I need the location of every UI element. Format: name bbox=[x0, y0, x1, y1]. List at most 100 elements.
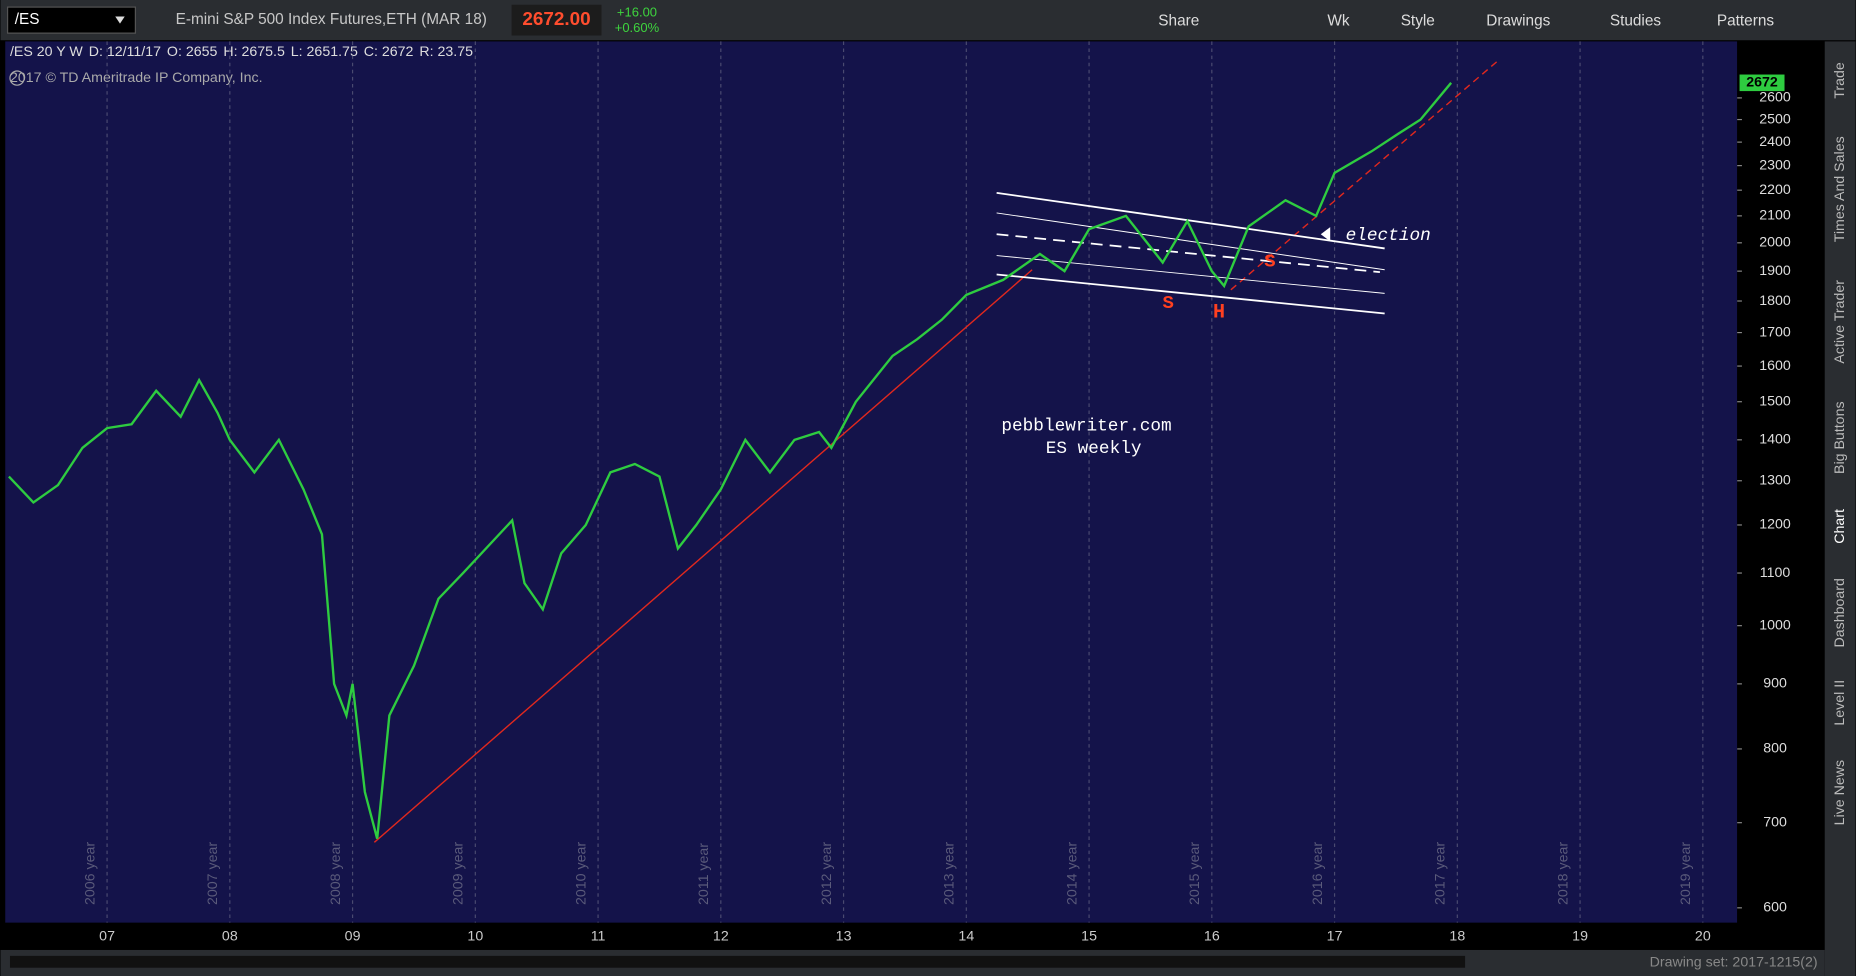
price: 2672.00 bbox=[522, 9, 590, 30]
y-tick-label: 1200 bbox=[1759, 517, 1791, 533]
y-tick-label: 2200 bbox=[1759, 182, 1791, 198]
year-label: 2016 year bbox=[1310, 842, 1326, 905]
year-label: 2007 year bbox=[205, 842, 221, 905]
year-label: 2017 year bbox=[1433, 842, 1449, 905]
channel-line bbox=[996, 255, 1385, 294]
sidebar-tab[interactable]: Live News bbox=[1832, 760, 1848, 825]
description: E-mini S&P 500 Index Futures,ETH (MAR 18… bbox=[176, 11, 487, 28]
sidebar-tab[interactable]: Active Trader bbox=[1832, 280, 1848, 364]
toolbar bbox=[0, 0, 1856, 41]
year-label: 2010 year bbox=[573, 842, 589, 905]
sidebar-tab[interactable]: Trade bbox=[1832, 62, 1848, 99]
info-icon[interactable] bbox=[9, 70, 25, 86]
sidebar-tab[interactable]: Level II bbox=[1832, 680, 1848, 726]
y-tick-label: 2000 bbox=[1759, 235, 1791, 251]
sidebar-tab[interactable]: Big Buttons bbox=[1832, 401, 1848, 474]
y-tick-label: 2300 bbox=[1759, 157, 1791, 173]
year-label: 2009 year bbox=[451, 842, 467, 905]
price-box bbox=[511, 4, 602, 36]
y-tick-label: 800 bbox=[1763, 741, 1787, 757]
toolbar-button[interactable]: Studies bbox=[1610, 12, 1662, 29]
sidebar bbox=[1824, 41, 1856, 976]
y-tick-label: 2100 bbox=[1759, 208, 1791, 224]
annotation: S bbox=[1264, 250, 1275, 272]
grid: 2006 year 2007 year 2008 year 2009 year 2010… bbox=[82, 41, 1704, 923]
info-field: O: 2655 bbox=[167, 44, 218, 60]
corner bbox=[1737, 922, 1825, 947]
year-label: 2006 year bbox=[82, 842, 98, 905]
y-tick-label: 1400 bbox=[1759, 432, 1791, 448]
y-tick-label: 1100 bbox=[1760, 565, 1791, 581]
info-field: L: 2651.75 bbox=[291, 44, 358, 60]
last-price-box bbox=[1739, 74, 1785, 92]
y-tick-label: 600 bbox=[1763, 900, 1787, 916]
y-tick-label: 900 bbox=[1763, 676, 1787, 692]
sidebar-tab[interactable]: Chart bbox=[1832, 509, 1848, 544]
x-tick-label: 08 bbox=[222, 929, 238, 945]
channel-line bbox=[996, 191, 1385, 250]
annotation: H bbox=[1213, 302, 1225, 325]
y-tick-label: 1300 bbox=[1759, 473, 1791, 489]
plot-area bbox=[5, 41, 1738, 923]
symbol: /ES bbox=[15, 11, 40, 28]
toolbar-button[interactable]: Wk bbox=[1327, 12, 1349, 29]
x-tick-label: 13 bbox=[836, 929, 852, 945]
year-label: 2019 year bbox=[1678, 842, 1694, 905]
dropdown-icon[interactable] bbox=[115, 16, 125, 24]
x-tick-label: 17 bbox=[1327, 929, 1343, 945]
x-tick-label: 15 bbox=[1081, 929, 1097, 945]
change-pct: +0.60% bbox=[615, 20, 660, 35]
annotation: S bbox=[1162, 292, 1173, 314]
info-field: R: 23.75 bbox=[419, 44, 473, 60]
info: /ES 20 Y W D: 12/11/17 O: 2655 H: 2675.5 L: … bbox=[10, 44, 473, 60]
scroll-thumb[interactable] bbox=[9, 955, 1466, 968]
channel-line bbox=[996, 212, 1385, 271]
y-tick-label: 2500 bbox=[1759, 111, 1791, 127]
year-label: 2014 year bbox=[1064, 842, 1080, 905]
x-tick-label: 07 bbox=[99, 929, 115, 945]
x-tick-label: 16 bbox=[1204, 929, 1220, 945]
annotation: election bbox=[1346, 226, 1431, 246]
x-tick-label: 11 bbox=[591, 929, 606, 945]
toolbar-button[interactable]: Style bbox=[1401, 12, 1435, 29]
symbol-box[interactable] bbox=[7, 6, 136, 34]
last-price-label: 2672 bbox=[1746, 75, 1778, 91]
status: Drawing set: 2017-1215(2) bbox=[1650, 955, 1818, 971]
year-label: 2018 year bbox=[1555, 842, 1571, 905]
toolbar-button[interactable]: Share bbox=[1158, 12, 1199, 29]
channel-line bbox=[996, 273, 1385, 315]
price-line bbox=[8, 82, 1453, 839]
x-axis-area bbox=[0, 922, 1738, 947]
year-label: 2015 year bbox=[1187, 842, 1203, 905]
y-tick-label: 1500 bbox=[1759, 393, 1791, 409]
y-tick-label: 1600 bbox=[1759, 358, 1791, 374]
x-tick-label: 14 bbox=[958, 929, 974, 945]
y-tick-label: 2400 bbox=[1759, 134, 1791, 150]
sidebar-tabs: Trade Times And Sales Active Trader Big But… bbox=[1832, 62, 1848, 825]
y-axis-area bbox=[1737, 41, 1825, 923]
year-label: 2008 year bbox=[328, 842, 344, 905]
channel-midline bbox=[996, 233, 1381, 273]
annotation: ES weekly bbox=[1046, 439, 1142, 459]
trend-line bbox=[373, 269, 1033, 843]
sidebar-tab[interactable]: Dashboard bbox=[1832, 578, 1848, 647]
toolbar-button[interactable]: Drawings bbox=[1486, 12, 1550, 29]
year-label: 2011 year bbox=[696, 843, 712, 905]
x-tick-label: 10 bbox=[467, 929, 483, 945]
info-field: /ES 20 Y W bbox=[10, 44, 83, 60]
copyright: 2017 © TD Ameritrade IP Company, Inc. bbox=[10, 70, 263, 86]
x-tick-label: 19 bbox=[1572, 929, 1588, 945]
y-tick-label: 1900 bbox=[1759, 263, 1791, 279]
x-tick-label: 09 bbox=[345, 929, 361, 945]
y-tick-label: 2600 bbox=[1759, 90, 1791, 106]
toolbar-button[interactable]: Patterns bbox=[1717, 12, 1775, 29]
change: +16.00 bbox=[617, 4, 657, 19]
x-tick-label: 18 bbox=[1449, 929, 1465, 945]
annotation: pebblewriter.com bbox=[1001, 417, 1171, 437]
toolbar-buttons: Share Wk Style Drawings Studies Patterns bbox=[1158, 12, 1774, 29]
year-label: 2012 year bbox=[819, 842, 835, 905]
sidebar-tab[interactable]: Times And Sales bbox=[1832, 136, 1848, 242]
